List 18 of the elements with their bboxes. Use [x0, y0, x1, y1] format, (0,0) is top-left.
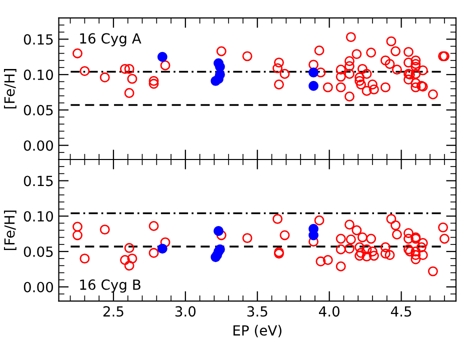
annotation: 16 Cyg A [80, 33, 142, 46]
x-axis-title: EP (eV) [234, 324, 282, 338]
y-tick-label: 0.00 [24, 140, 53, 151]
y-tick-label: 0.05 [24, 104, 53, 116]
y-axis-title: [Fe/H] [4, 210, 16, 250]
x-tick-label: 3.0 [175, 306, 196, 317]
y-tick-label: 0.15 [24, 34, 53, 45]
y-tick-label: 0.10 [24, 70, 53, 80]
annotation: 16 Cyg B [80, 279, 140, 293]
y-tick-label: 0.05 [24, 246, 53, 257]
x-tick-label: 4.5 [390, 306, 412, 317]
y-tick-label: 0.10 [24, 211, 53, 222]
x-tick-label: 3.5 [247, 306, 268, 317]
y-axis-title: [Fe/H] [4, 69, 16, 108]
y-tick-label: 0.00 [24, 282, 53, 292]
y-tick-label: 0.15 [24, 176, 53, 186]
x-tick-label: 4.0 [318, 306, 340, 317]
x-tick-label: 2.5 [103, 306, 124, 317]
